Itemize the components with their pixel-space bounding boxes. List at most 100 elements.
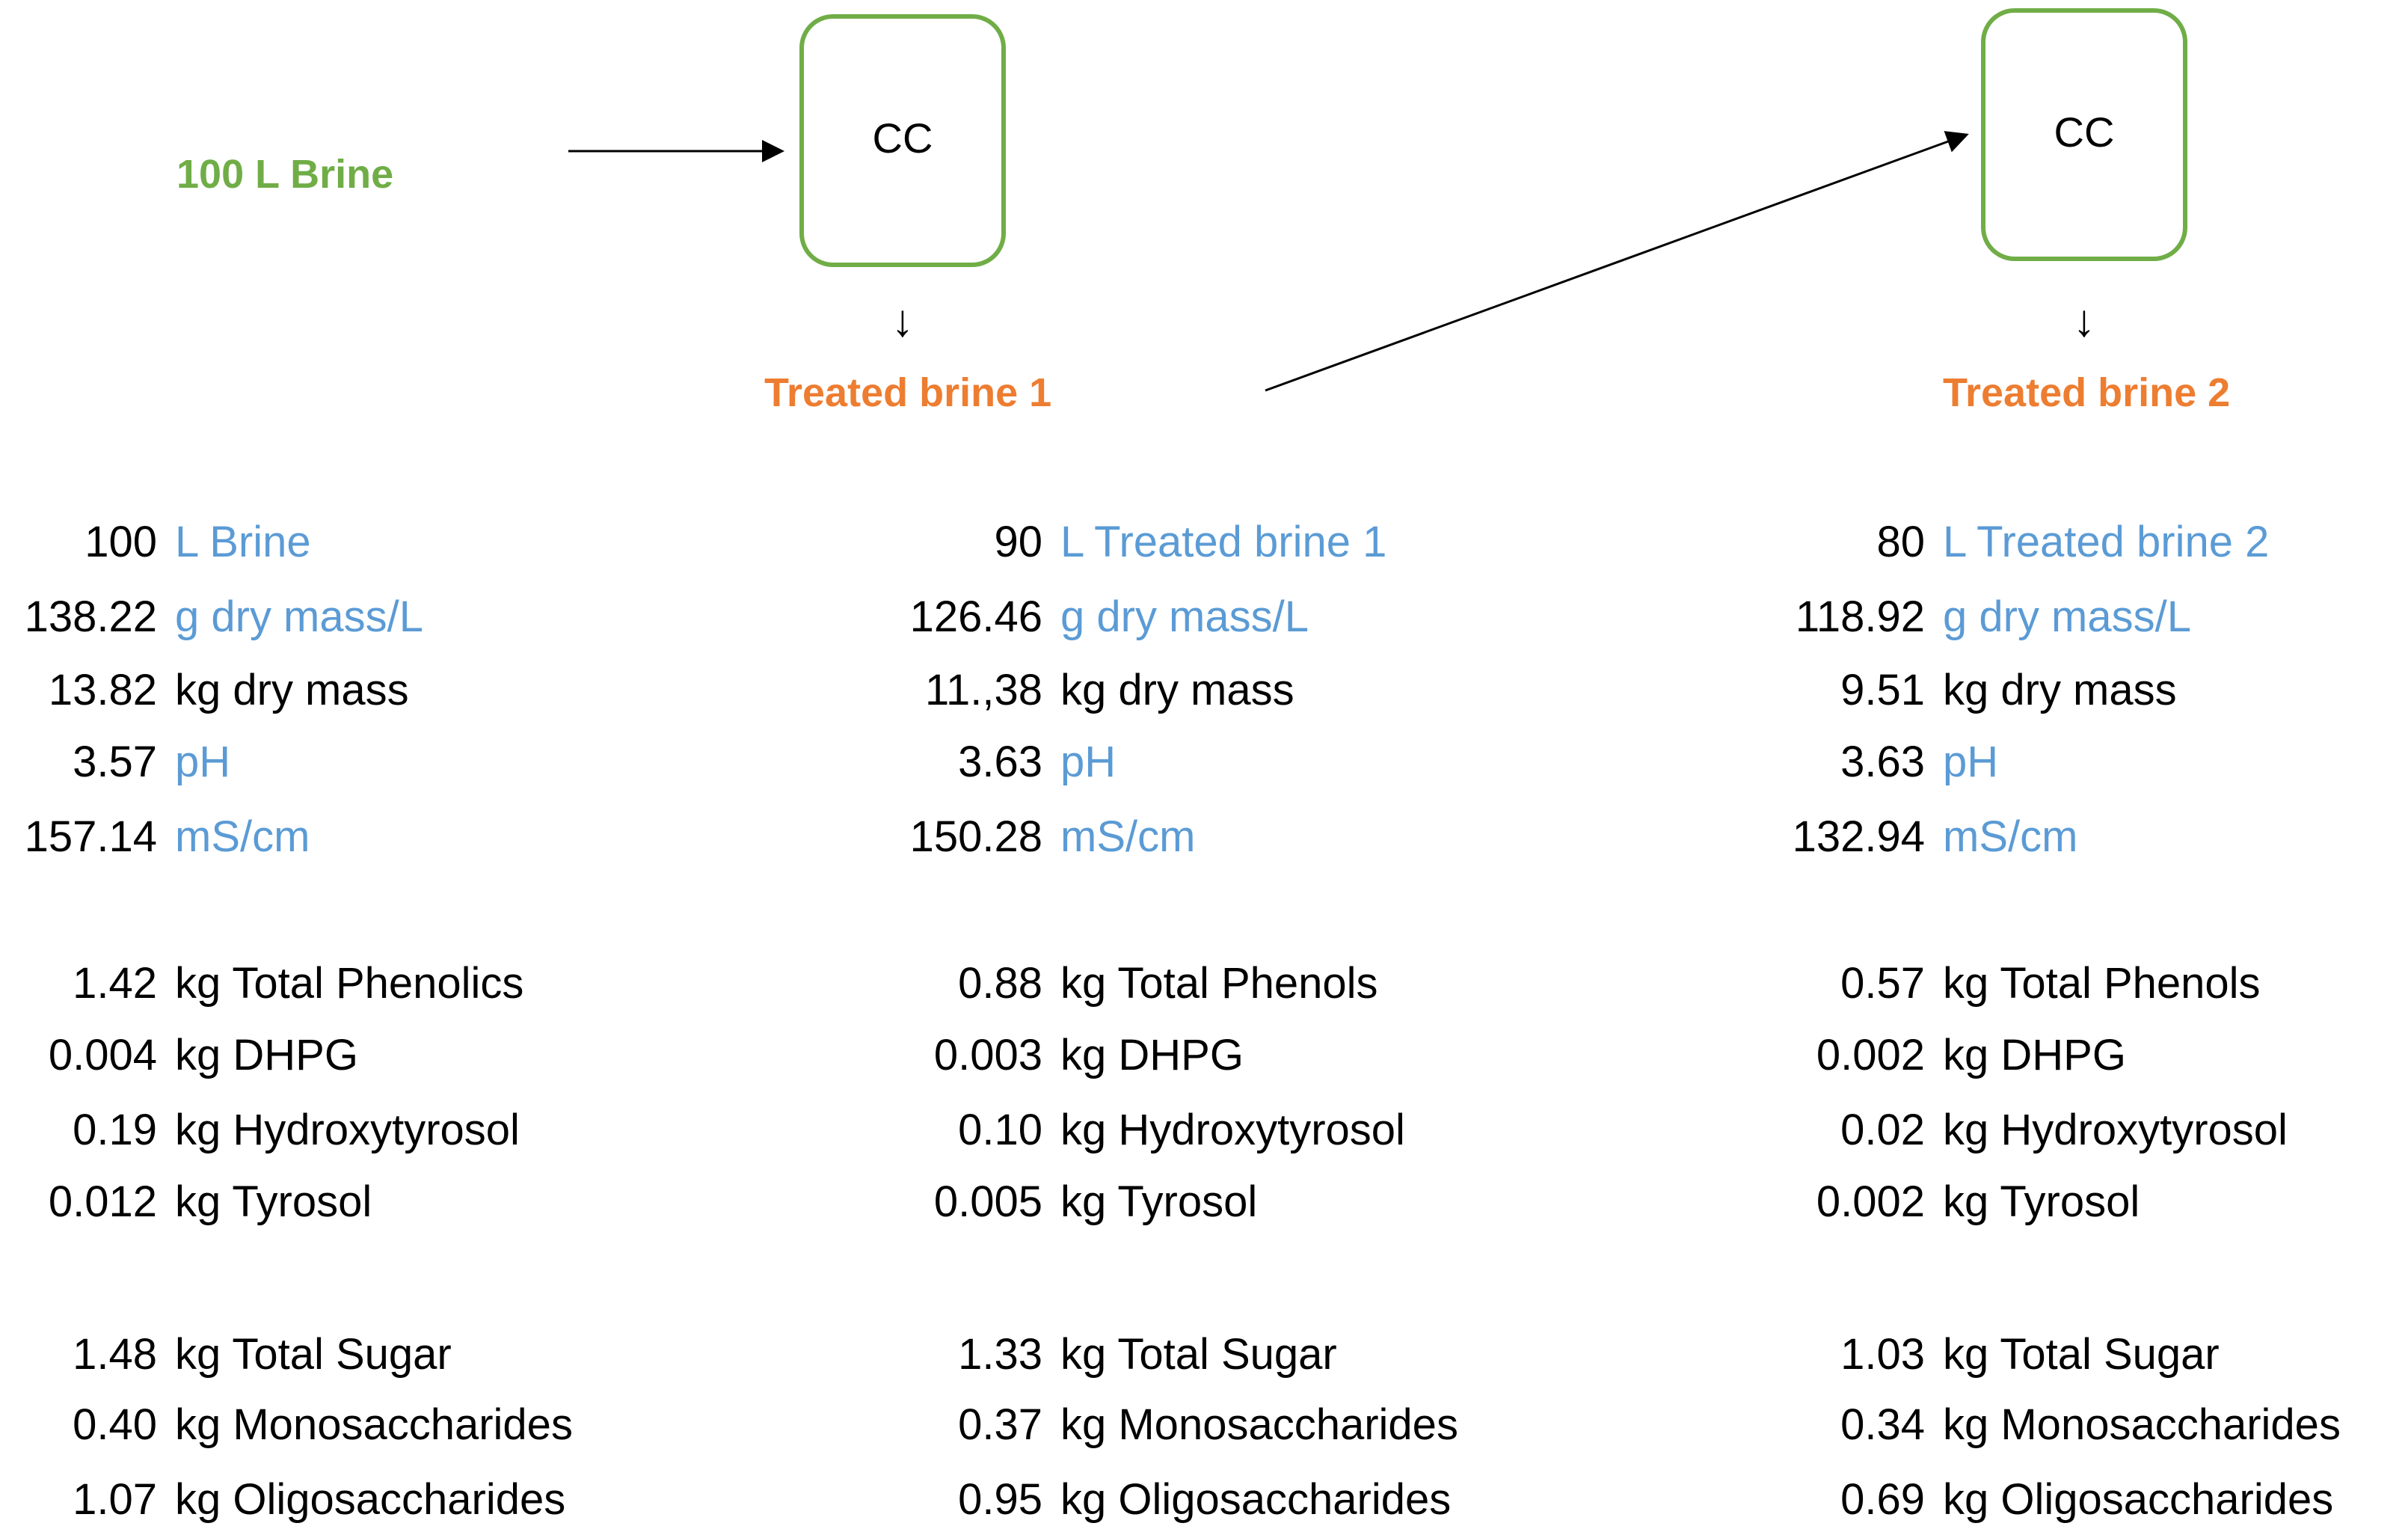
row-value: 0.34 [1840, 1400, 1925, 1449]
row-value: 0.88 [958, 959, 1042, 1008]
row-value: 1.48 [73, 1330, 157, 1379]
data-row: 0.005 kg Tyrosol [885, 1176, 1257, 1228]
row-unit: mS/cm [1943, 812, 2078, 861]
row-value: 0.003 [933, 1031, 1042, 1079]
row-value: 3.63 [1840, 738, 1925, 786]
down-arrow-2-icon: ↓ [2073, 295, 2095, 346]
row-unit: kg Total Phenols [1060, 959, 1378, 1008]
treated-brine-2-label: Treated brine 2 [1943, 370, 2231, 415]
input-brine-label: 100 L Brine [176, 152, 394, 197]
data-row: 126.46 g dry mass/L [885, 591, 1309, 643]
data-row: 90 L Treated brine 1 [885, 516, 1386, 569]
data-row: 138.22 g dry mass/L [0, 591, 423, 643]
row-value: 0.002 [1816, 1177, 1925, 1226]
data-row: 1.03 kg Total Sugar [1768, 1329, 2220, 1381]
row-unit: L Brine [175, 518, 311, 566]
data-row: 13.82 kg dry mass [0, 664, 409, 717]
data-row: 100 L Brine [0, 516, 311, 569]
cc-box-2-label: CC [2054, 108, 2115, 156]
row-value: 1.42 [73, 959, 157, 1008]
row-unit: mS/cm [175, 812, 310, 861]
cc-box-1-label: CC [872, 114, 933, 162]
row-unit: kg Hydroxytyrosol [1943, 1106, 2288, 1154]
row-unit: L Treated brine 2 [1943, 518, 2270, 566]
data-row: 0.10 kg Hydroxytyrosol [885, 1104, 1405, 1156]
row-value: 150.28 [909, 812, 1042, 861]
row-unit: kg Total Sugar [175, 1330, 452, 1379]
row-unit: kg Hydroxytyrosol [1060, 1106, 1405, 1154]
row-unit: kg Monosaccharides [1943, 1400, 2341, 1449]
row-value: 0.012 [48, 1177, 157, 1226]
row-unit: kg dry mass [175, 666, 409, 714]
row-unit: kg Tyrosol [1943, 1177, 2140, 1226]
data-row: 0.003 kg DHPG [885, 1029, 1244, 1082]
cc-box-1 [799, 14, 1006, 267]
row-value: 0.19 [73, 1106, 157, 1154]
row-unit: kg DHPG [175, 1031, 358, 1079]
row-value: 3.57 [73, 738, 157, 786]
row-value: 138.22 [24, 592, 157, 641]
data-row: 0.002 kg Tyrosol [1768, 1176, 2140, 1228]
row-unit: kg Tyrosol [1060, 1177, 1258, 1226]
row-value: 1.07 [73, 1475, 157, 1524]
data-row: 0.69 kg Oligosaccharides [1768, 1474, 2333, 1526]
row-unit: kg dry mass [1060, 666, 1294, 714]
row-unit: kg DHPG [1943, 1031, 2126, 1079]
row-value: 1.33 [958, 1330, 1042, 1379]
data-row: 1.07 kg Oligosaccharides [0, 1474, 565, 1526]
data-row: 1.48 kg Total Sugar [0, 1329, 452, 1381]
data-row: 3.57 pH [0, 736, 230, 788]
row-value: 1.03 [1840, 1330, 1925, 1379]
row-value: 9.51 [1840, 666, 1925, 714]
row-unit: mS/cm [1060, 812, 1196, 861]
row-value: 0.40 [73, 1400, 157, 1449]
row-value: 0.02 [1840, 1106, 1925, 1154]
data-row: 1.33 kg Total Sugar [885, 1329, 1337, 1381]
row-unit: kg Oligosaccharides [1060, 1475, 1452, 1524]
data-row: 0.37 kg Monosaccharides [885, 1399, 1458, 1451]
row-unit: pH [1060, 738, 1117, 786]
row-value: 90 [994, 518, 1042, 566]
row-value: 100 [85, 518, 157, 566]
row-unit: L Treated brine 1 [1060, 518, 1387, 566]
row-unit: pH [175, 738, 231, 786]
data-row: 0.02 kg Hydroxytyrosol [1768, 1104, 2288, 1156]
row-unit: g dry mass/L [175, 592, 423, 641]
row-unit: kg Hydroxytyrosol [175, 1106, 520, 1154]
row-unit: kg Oligosaccharides [175, 1475, 566, 1524]
row-unit: kg Total Phenolics [175, 959, 524, 1008]
data-row: 1.42 kg Total Phenolics [0, 958, 523, 1010]
row-value: 132.94 [1792, 812, 1925, 861]
cc-box-2 [1981, 8, 2187, 261]
row-unit: g dry mass/L [1943, 592, 2191, 641]
row-value: 3.63 [958, 738, 1042, 786]
data-row: 3.63 pH [1768, 736, 1998, 788]
row-value: 0.005 [933, 1177, 1042, 1226]
treated-brine-1-label: Treated brine 1 [764, 370, 1052, 415]
row-value: 0.95 [958, 1475, 1042, 1524]
data-row: 3.63 pH [885, 736, 1116, 788]
row-unit: kg dry mass [1943, 666, 2177, 714]
data-row: 0.34 kg Monosaccharides [1768, 1399, 2341, 1451]
row-value: 0.002 [1816, 1031, 1925, 1079]
data-row: 132.94 mS/cm [1768, 811, 2078, 863]
row-value: 0.37 [958, 1400, 1042, 1449]
row-value: 0.004 [48, 1031, 157, 1079]
row-unit: pH [1943, 738, 1999, 786]
row-unit: kg Total Sugar [1943, 1330, 2220, 1379]
row-value: 157.14 [24, 812, 157, 861]
data-row: 118.92 g dry mass/L [1768, 591, 2191, 643]
data-row: 9.51 kg dry mass [1768, 664, 2177, 717]
row-unit: g dry mass/L [1060, 592, 1309, 641]
data-row: 150.28 mS/cm [885, 811, 1196, 863]
data-row: 11.,38 kg dry mass [885, 664, 1294, 717]
data-row: 0.19 kg Hydroxytyrosol [0, 1104, 520, 1156]
row-unit: kg Monosaccharides [1060, 1400, 1458, 1449]
row-unit: kg Total Phenols [1943, 959, 2261, 1008]
data-row: 0.88 kg Total Phenols [885, 958, 1378, 1010]
row-value: 13.82 [48, 666, 157, 714]
row-unit: kg Tyrosol [175, 1177, 372, 1226]
data-row: 0.95 kg Oligosaccharides [885, 1474, 1451, 1526]
row-unit: kg Monosaccharides [175, 1400, 573, 1449]
